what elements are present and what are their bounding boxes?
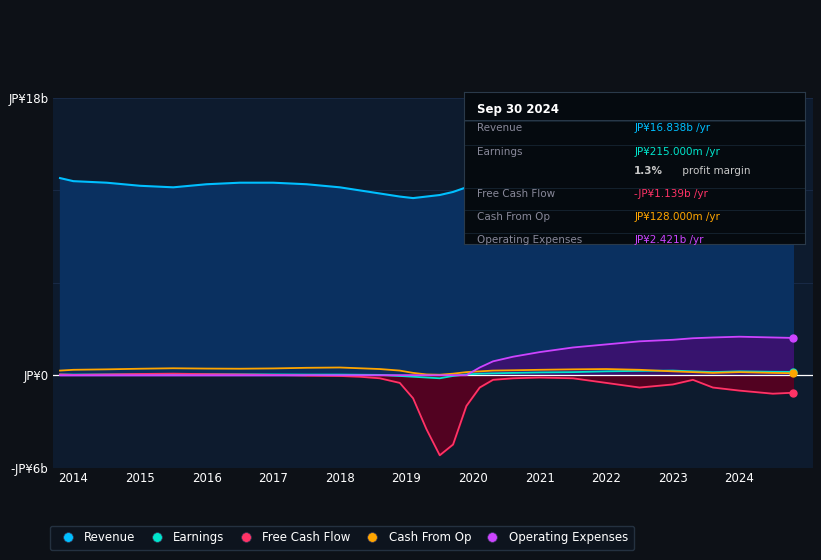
Legend: Revenue, Earnings, Free Cash Flow, Cash From Op, Operating Expenses: Revenue, Earnings, Free Cash Flow, Cash …: [50, 526, 634, 550]
Text: 1.3%: 1.3%: [635, 166, 663, 176]
Text: Cash From Op: Cash From Op: [478, 212, 551, 222]
Text: JP¥128.000m /yr: JP¥128.000m /yr: [635, 212, 720, 222]
Text: Earnings: Earnings: [478, 147, 523, 157]
Text: Revenue: Revenue: [478, 123, 523, 133]
Text: Operating Expenses: Operating Expenses: [478, 235, 583, 245]
Text: profit margin: profit margin: [678, 166, 750, 176]
Text: Free Cash Flow: Free Cash Flow: [478, 189, 556, 199]
Text: JP¥2.421b /yr: JP¥2.421b /yr: [635, 235, 704, 245]
Text: Sep 30 2024: Sep 30 2024: [478, 103, 559, 116]
Text: JP¥16.838b /yr: JP¥16.838b /yr: [635, 123, 710, 133]
Text: -JP¥1.139b /yr: -JP¥1.139b /yr: [635, 189, 708, 199]
Text: JP¥215.000m /yr: JP¥215.000m /yr: [635, 147, 720, 157]
